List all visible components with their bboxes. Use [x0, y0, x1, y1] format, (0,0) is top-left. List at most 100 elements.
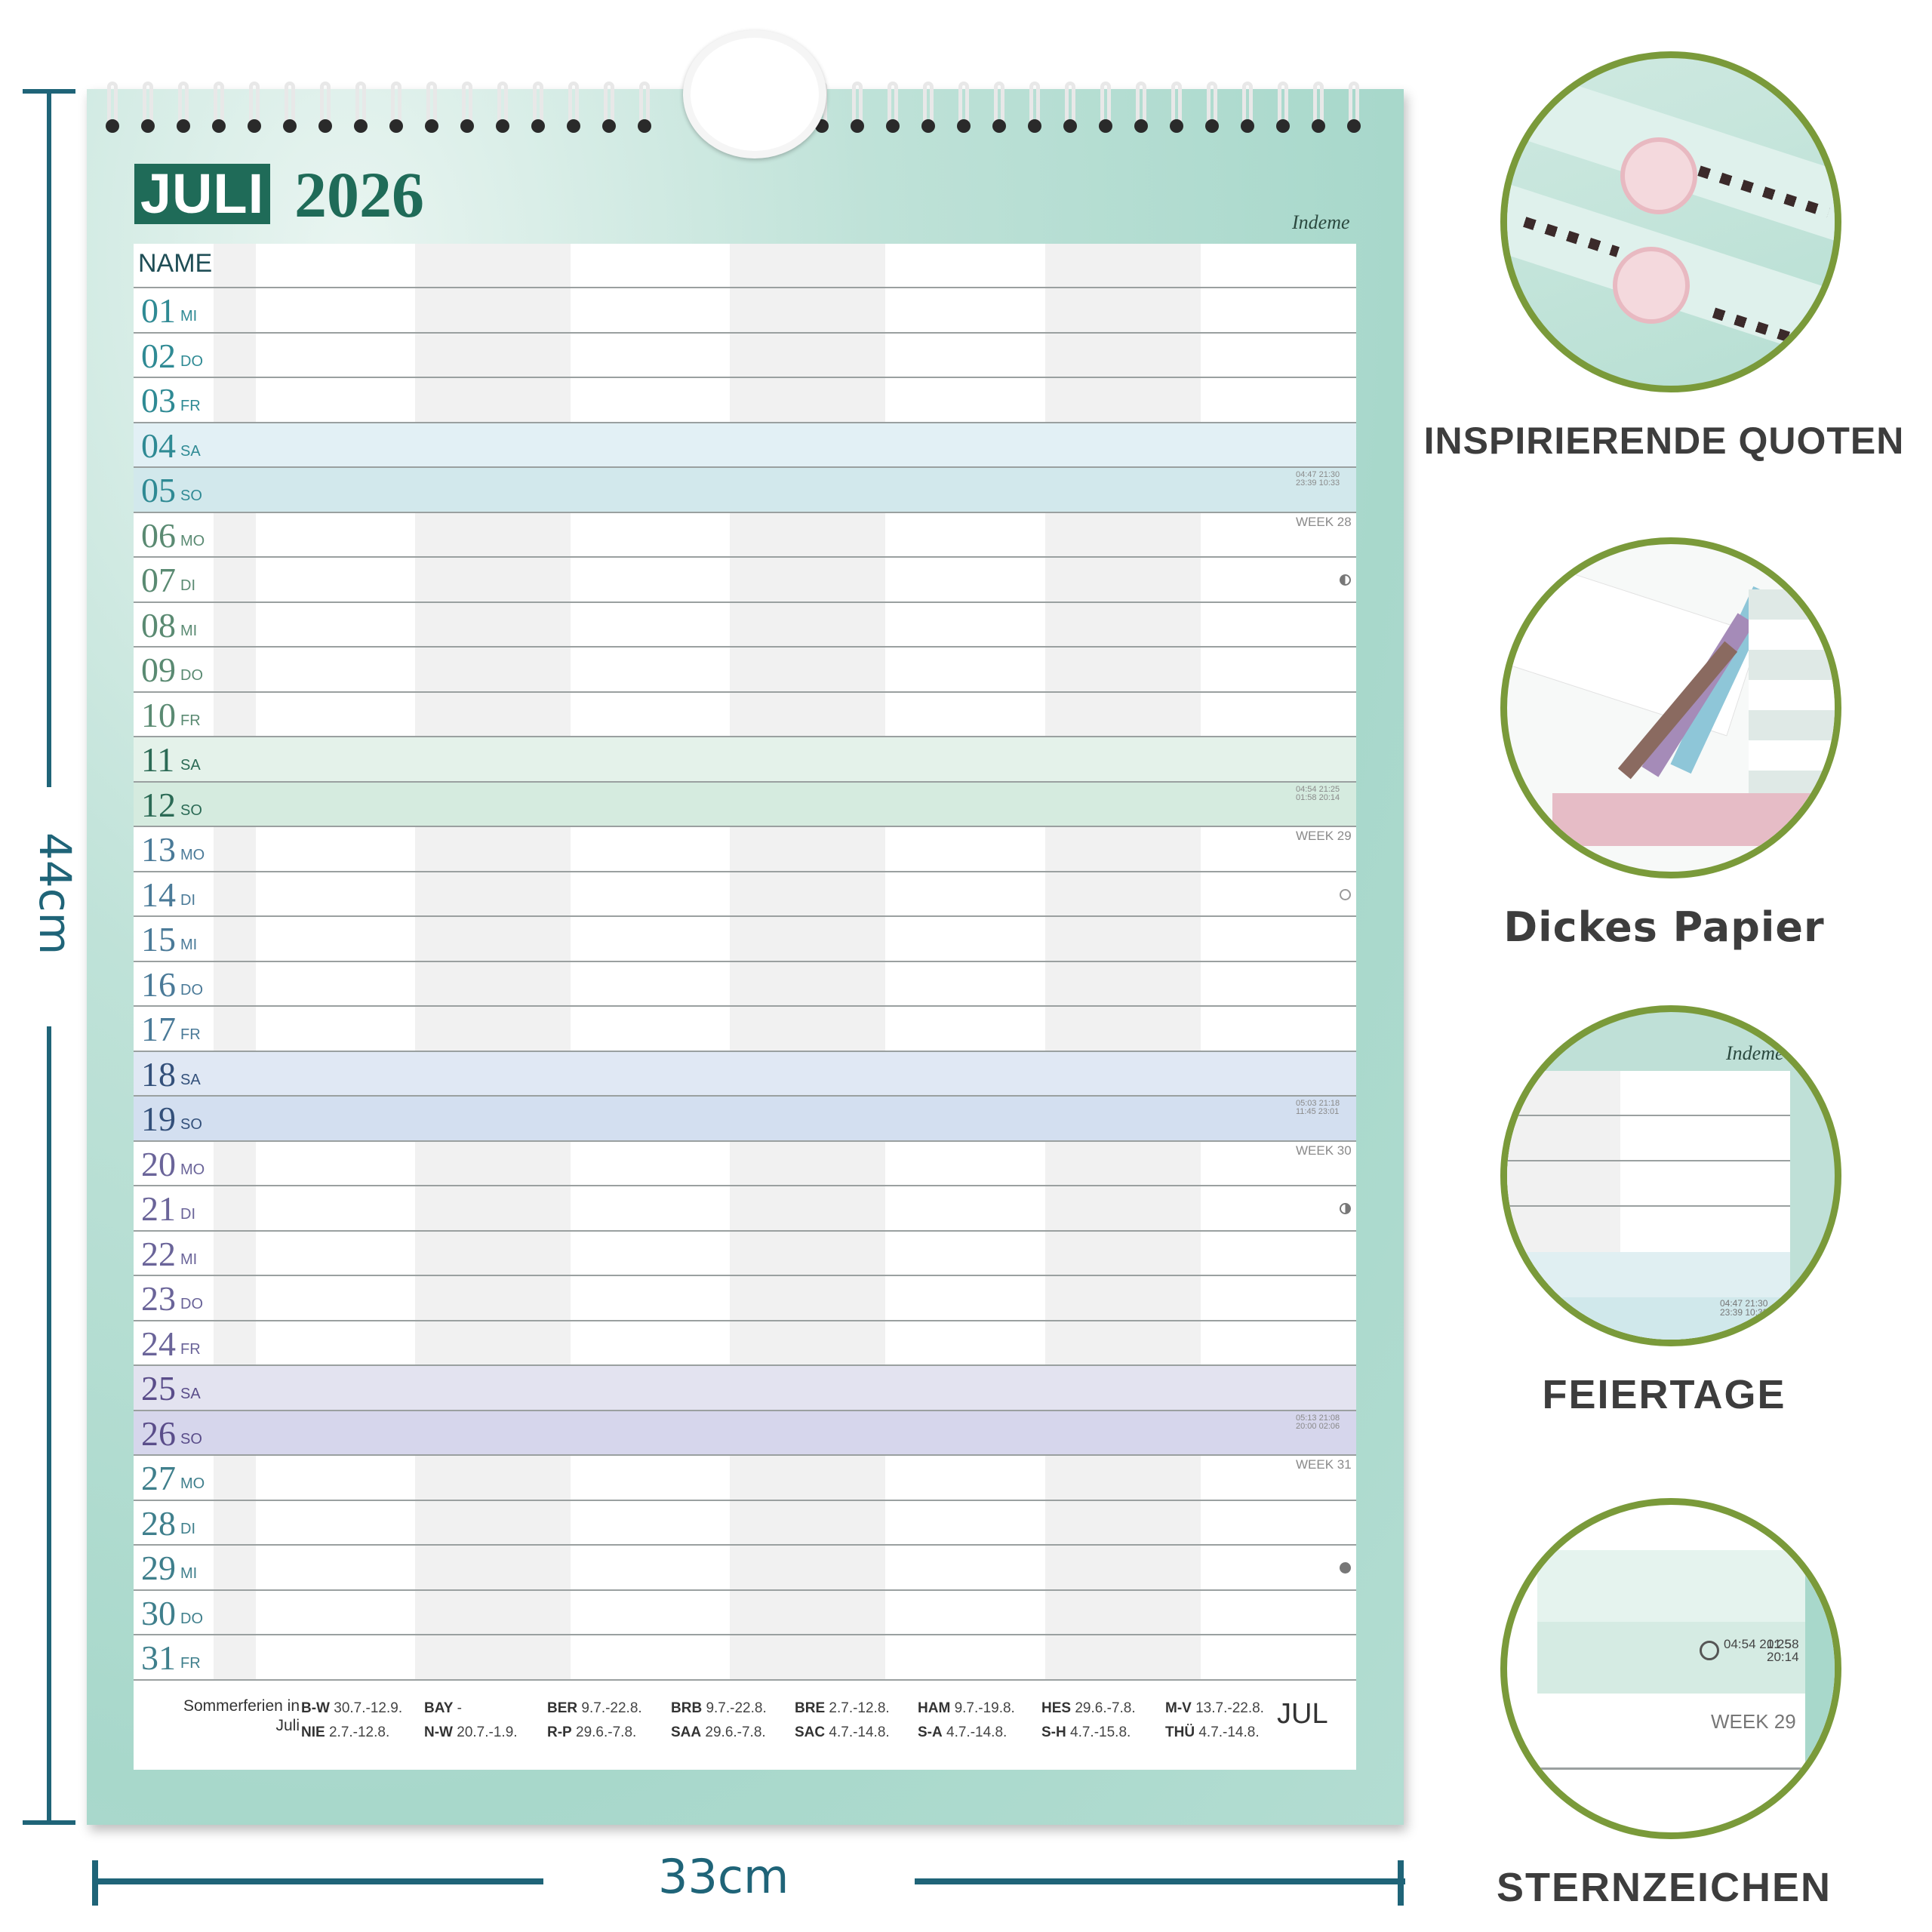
day-name: SO — [180, 1116, 202, 1133]
brand-logo: Indeme — [1292, 211, 1350, 233]
day-name: FR — [180, 1655, 201, 1672]
day-row[interactable]: 15 MI — [134, 917, 1356, 962]
day-row[interactable]: 16 DO — [134, 962, 1356, 1007]
week-label: WEEK 31 — [1296, 1457, 1352, 1472]
day-row[interactable]: 25 SA — [134, 1366, 1356, 1411]
day-row[interactable]: 08 MI — [134, 603, 1356, 648]
zoom-grid-lines — [1507, 1071, 1790, 1237]
day-number: 05 — [141, 471, 176, 509]
holiday-dates: 4.7.-14.8. — [829, 1724, 890, 1740]
day-number: 21 — [141, 1189, 176, 1228]
spiral-wire — [852, 82, 863, 125]
spiral-wire — [639, 82, 650, 125]
spiral-wire — [178, 82, 189, 125]
spiral-wire — [888, 82, 898, 125]
day-row[interactable]: 12 SO — [134, 782, 1356, 827]
day-row[interactable]: 06 MO — [134, 513, 1356, 558]
zoom-sun2: 04:54 21:25 — [1724, 1637, 1792, 1651]
day-number: 26 — [141, 1414, 176, 1453]
holiday-dates: 29.6.-7.8. — [576, 1724, 637, 1740]
day-row[interactable]: 20 MO — [134, 1142, 1356, 1186]
spiral-hole — [957, 119, 971, 133]
day-row[interactable]: 01 MI — [134, 288, 1356, 334]
spiral-hole — [1099, 119, 1112, 133]
day-row[interactable]: 05 SO — [134, 468, 1356, 513]
zoom-paper-pink — [1552, 793, 1835, 846]
day-number: 07 — [141, 561, 176, 599]
spiral-wire — [355, 82, 366, 125]
moon-times: 20:00 02:06 — [1296, 1421, 1340, 1431]
day-row[interactable]: 24 FR — [134, 1321, 1356, 1366]
day-number: 08 — [141, 605, 176, 645]
day-number: 12 — [141, 785, 176, 824]
moon-phase-icon — [1340, 1203, 1351, 1214]
width-ruler-left — [92, 1878, 543, 1884]
day-row[interactable]: 17 FR — [134, 1007, 1356, 1052]
holiday-dates: - — [457, 1700, 462, 1716]
feature-label-holidays: FEIERTAGE — [1542, 1372, 1786, 1417]
day-row[interactable]: 18 SA — [134, 1051, 1356, 1097]
day-name: MO — [180, 532, 205, 549]
day-name: DO — [180, 667, 203, 684]
holiday-dates: 30.7.-12.9. — [334, 1700, 403, 1716]
spiral-hole — [1063, 119, 1077, 133]
day-number: 11 — [141, 740, 175, 779]
day-number: 20 — [141, 1144, 176, 1183]
spiral-hole — [248, 119, 261, 133]
day-name: MI — [180, 1565, 198, 1582]
day-number: 14 — [141, 875, 176, 914]
day-row[interactable]: 28 DI — [134, 1501, 1356, 1546]
spiral-hole — [602, 119, 616, 133]
width-ruler-right-tick — [1398, 1860, 1404, 1906]
spiral-wire — [1171, 82, 1182, 125]
day-row[interactable]: 03 FR — [134, 378, 1356, 423]
feature-zodiac-zoom: 04:54 21:25 01:58 20:14 WEEK 29 — [1500, 1498, 1841, 1839]
day-row[interactable]: 07 DI — [134, 558, 1356, 603]
footer-holiday-column: BRE 2.7.-12.8. SAC 4.7.-14.8. — [795, 1697, 890, 1745]
day-name: SA — [180, 1386, 201, 1402]
day-row[interactable]: 19 SO — [134, 1097, 1356, 1142]
day-number: 29 — [141, 1549, 176, 1587]
day-name: SA — [180, 1071, 201, 1088]
day-row[interactable]: 23 DO — [134, 1276, 1356, 1321]
day-row[interactable]: 13 MO — [134, 827, 1356, 872]
spiral-wire — [1136, 82, 1146, 125]
day-row[interactable]: 30 DO — [134, 1591, 1356, 1635]
day-row[interactable]: 10 FR — [134, 693, 1356, 737]
day-number: 27 — [141, 1459, 176, 1497]
spiral-wire — [533, 82, 543, 125]
day-number: 16 — [141, 964, 176, 1004]
day-row[interactable]: 09 DO — [134, 648, 1356, 693]
name-header: NAME — [138, 249, 213, 278]
footer-holiday-column: HES 29.6.-7.8. S-H 4.7.-15.8. — [1041, 1697, 1136, 1745]
day-row[interactable]: 26 SO — [134, 1411, 1356, 1456]
footer-holiday-column: M-V 13.7.-22.8. THÜ 4.7.-14.8. — [1165, 1697, 1264, 1745]
day-name: MI — [180, 308, 198, 325]
width-ruler-right — [915, 1878, 1405, 1884]
day-number: 17 — [141, 1010, 176, 1048]
state-code: SAA — [671, 1724, 702, 1740]
day-row[interactable]: 29 MI — [134, 1546, 1356, 1591]
day-row[interactable]: 04 SA — [134, 423, 1356, 468]
day-row[interactable]: 02 DO — [134, 334, 1356, 378]
footer-holiday-column: B-W 30.7.-12.9. NIE 2.7.-12.8. — [301, 1697, 402, 1745]
day-name: FR — [180, 398, 201, 414]
spiral-wire — [1207, 82, 1217, 125]
day-row[interactable]: 21 DI — [134, 1186, 1356, 1232]
footer-holiday-column: BER 9.7.-22.8. R-P 29.6.-7.8. — [547, 1697, 642, 1745]
day-name: MI — [180, 1251, 198, 1268]
day-row[interactable]: 11 SA — [134, 737, 1356, 783]
day-row[interactable]: 27 MO — [134, 1456, 1356, 1501]
day-number: 13 — [141, 830, 176, 869]
feature-label-paper: Dickes Papier — [1503, 903, 1825, 951]
state-code: BRE — [795, 1700, 826, 1716]
zoom-hole-top — [1620, 137, 1697, 214]
spiral-wire — [1029, 82, 1040, 125]
day-row[interactable]: 31 FR — [134, 1635, 1356, 1681]
width-label: 33cm — [658, 1849, 789, 1904]
spiral-wire — [1278, 82, 1288, 125]
day-row[interactable]: 22 MI — [134, 1232, 1356, 1276]
day-row[interactable]: 14 DI — [134, 872, 1356, 917]
zoom-sun-times: 04:54 21:25 — [1724, 1638, 1792, 1651]
spiral-wire — [107, 82, 118, 125]
